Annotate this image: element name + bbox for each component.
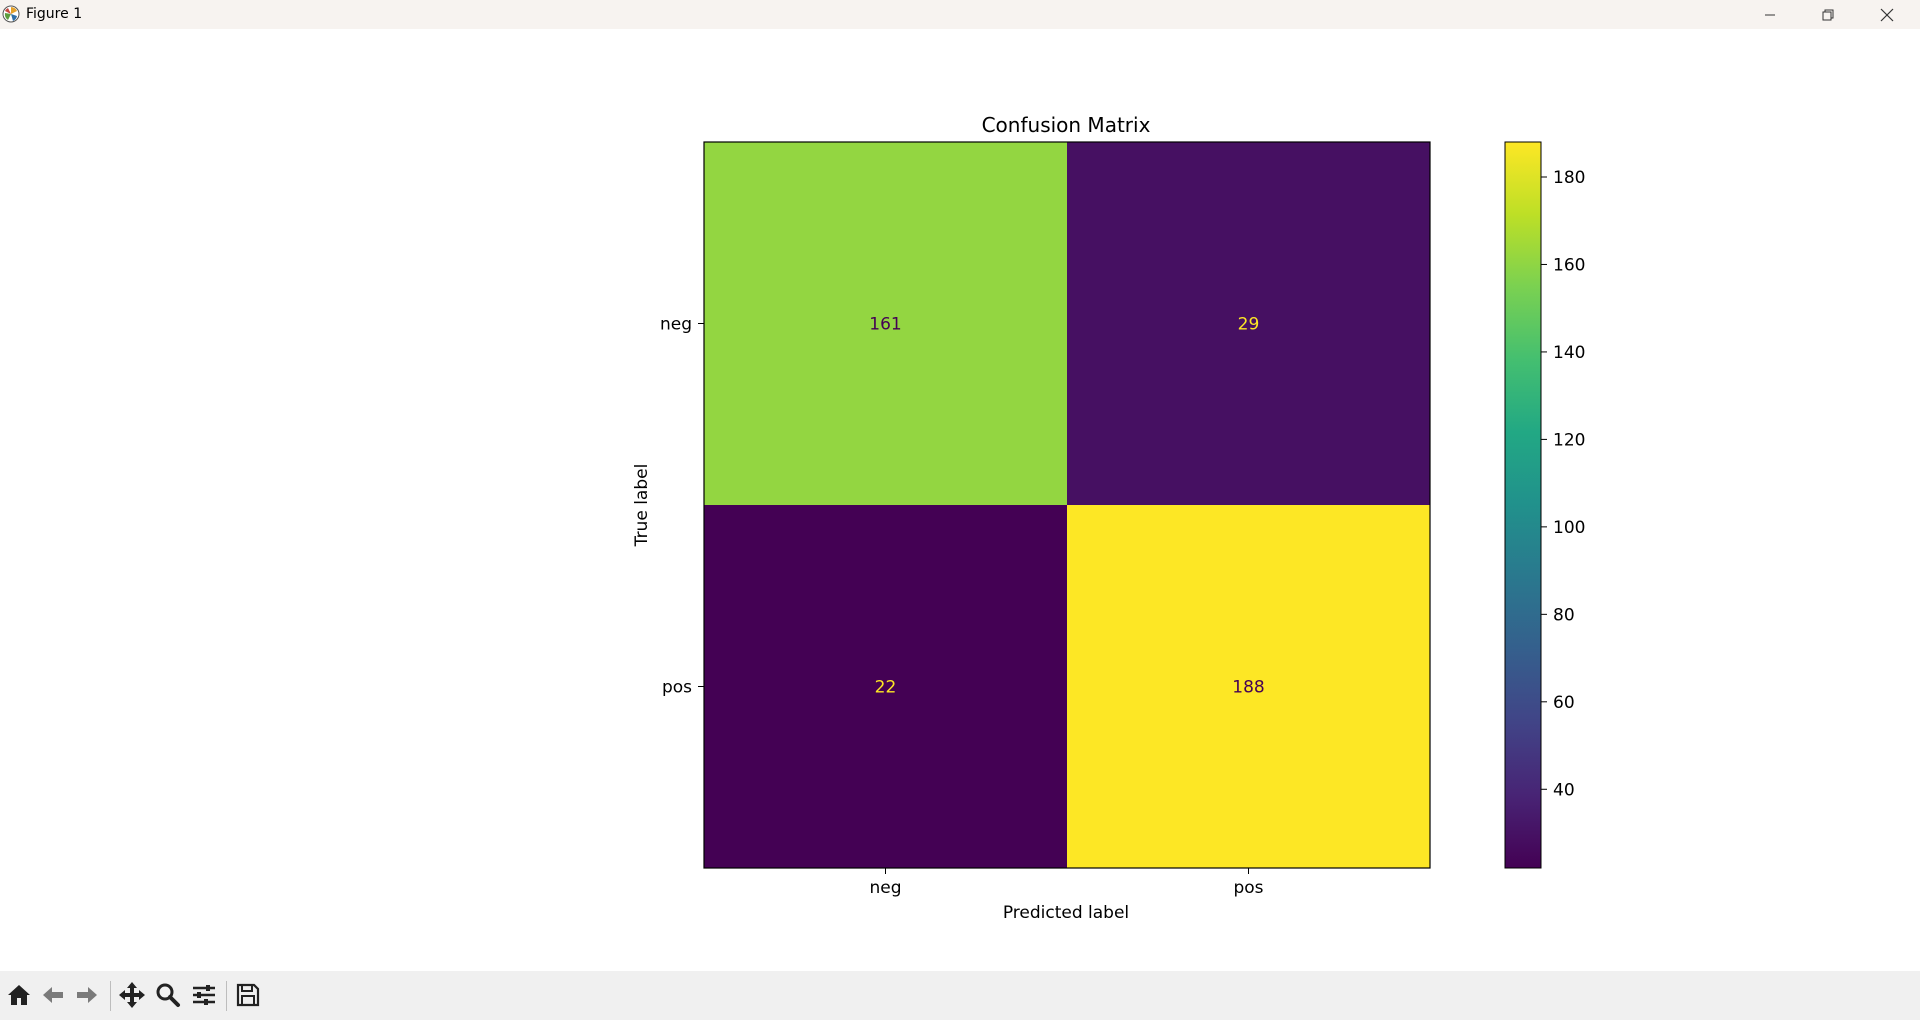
zoom-icon [156,983,180,1007]
pan-button[interactable] [115,977,149,1013]
toolbar-separator [110,981,111,1011]
y-tick-label: neg [660,315,692,335]
forward-button[interactable] [70,977,104,1013]
colorbar-tick-label: 40 [1553,780,1575,800]
save-icon [236,983,260,1007]
minimize-button[interactable] [1741,0,1799,29]
matrix-cell [1067,142,1431,506]
home-button[interactable] [2,977,36,1013]
window-title: Figure 1 [26,6,83,22]
restore-icon [1822,9,1834,20]
navigation-toolbar [0,971,1920,1020]
matrix-cell [704,142,1068,506]
zoom-button[interactable] [151,977,185,1013]
colorbar-tick-label: 120 [1553,430,1585,450]
colorbar-tick-label: 160 [1553,255,1585,275]
cell-value-label: 188 [1232,678,1264,698]
axes-frame [703,141,1431,869]
forward-arrow-icon [77,987,97,1003]
minimize-icon [1765,14,1775,15]
colorbar-tick-label: 140 [1553,343,1585,363]
pan-icon [119,982,145,1008]
colorbar [1504,141,1542,869]
confusion-matrix-chart: Confusion Matrix 161 29 22 188 neg pos neg po… [632,113,1585,923]
back-button[interactable] [36,977,70,1013]
colorbar-tick-label: 60 [1553,693,1575,713]
cell-value-label: 29 [1238,315,1260,335]
cell-value-label: 161 [869,315,901,335]
toolbar-separator [226,981,227,1011]
close-button[interactable] [1858,0,1916,29]
close-icon [1880,8,1894,21]
colorbar-tick-label: 100 [1553,518,1585,538]
y-tick-label: pos [662,678,692,698]
back-arrow-icon [43,987,63,1003]
home-icon [8,985,30,1005]
x-tick-label: neg [869,878,901,898]
save-button[interactable] [231,977,265,1013]
matrix-cell [704,505,1068,869]
cell-value-label: 22 [875,678,897,698]
figure-canvas[interactable]: Confusion Matrix 161 29 22 188 neg pos neg po… [0,29,1920,971]
x-tick-label: pos [1233,878,1263,898]
configure-subplots-icon [193,985,215,1005]
colorbar-tick-label: 80 [1553,605,1575,625]
y-axis-label: True label [632,464,652,548]
chart-title: Confusion Matrix [982,113,1151,137]
matrix-cell [1067,505,1431,869]
matplotlib-logo-icon [2,5,20,23]
configure-subplots-button[interactable] [187,977,221,1013]
restore-button[interactable] [1799,0,1857,29]
window-titlebar: Figure 1 [0,0,1920,29]
x-axis-label: Predicted label [1003,903,1129,923]
colorbar-tick-label: 180 [1553,168,1585,188]
